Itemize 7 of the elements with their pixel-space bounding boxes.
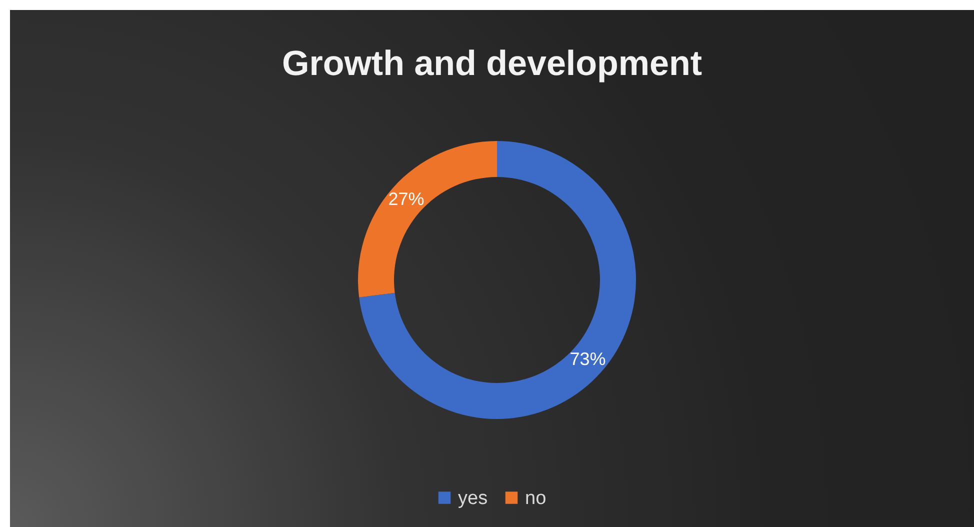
data-label: 27% (388, 188, 424, 209)
donut-slice (358, 141, 497, 298)
chart-title: Growth and development (282, 44, 702, 83)
data-label: 73% (570, 349, 606, 370)
legend-label: no (525, 488, 546, 509)
donut-slice (359, 141, 636, 419)
legend-label: yes (458, 488, 488, 509)
